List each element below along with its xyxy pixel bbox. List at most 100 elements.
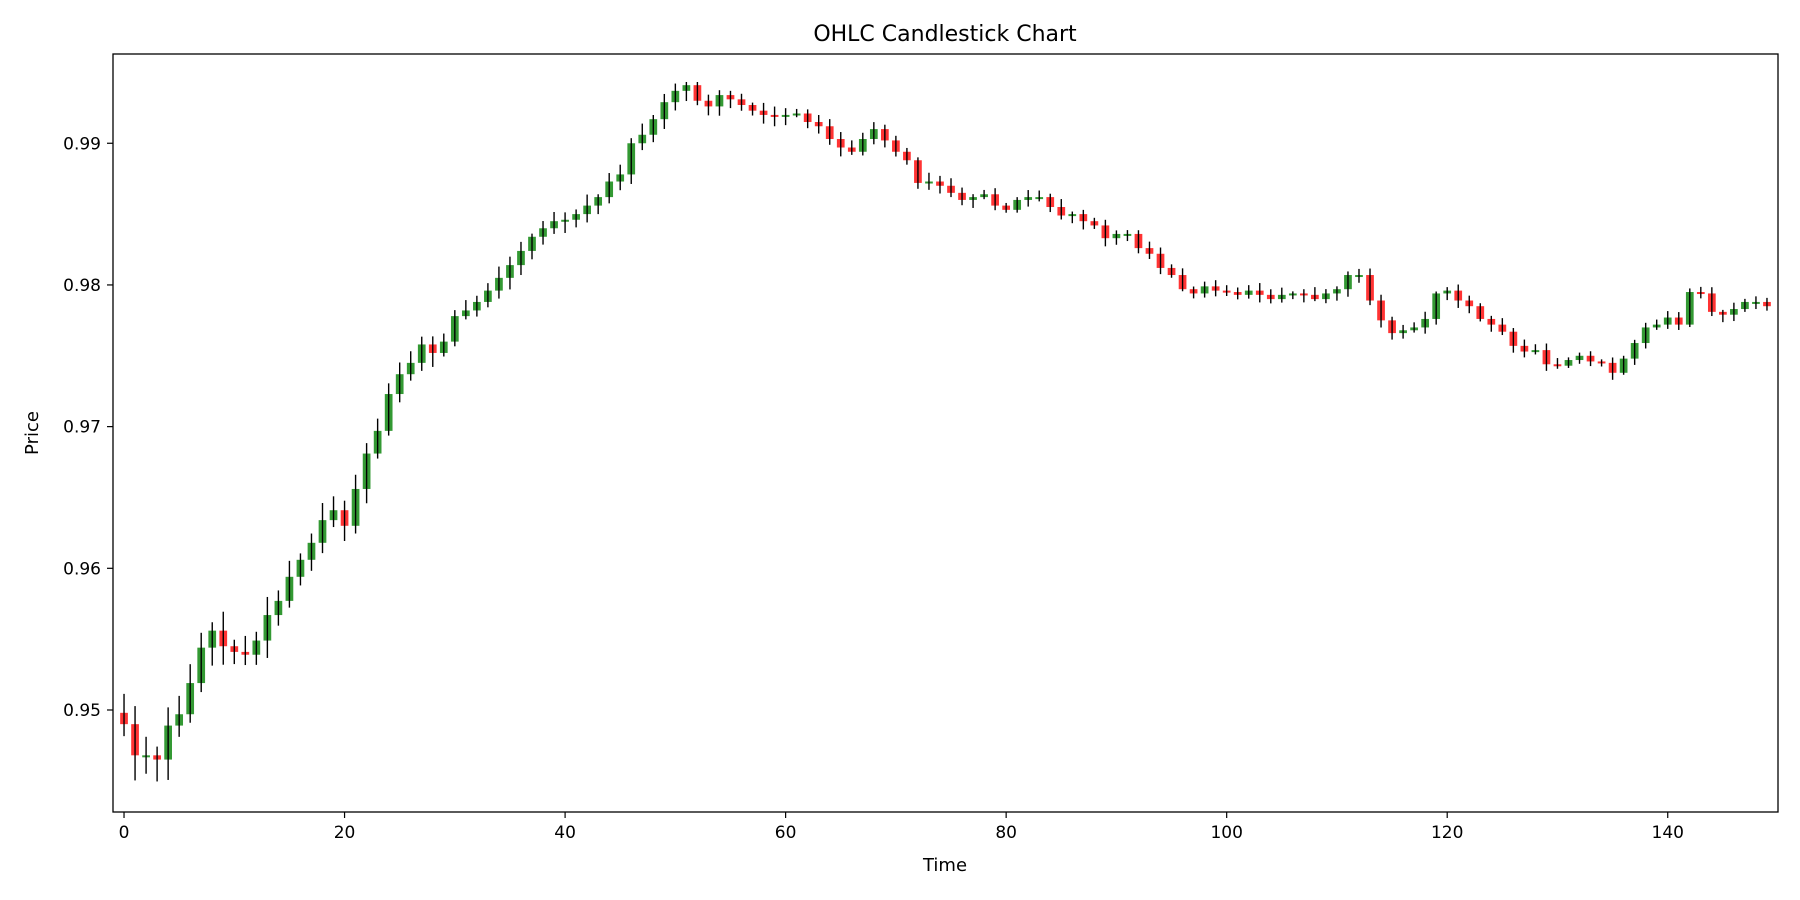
candle — [1266, 289, 1275, 304]
x-axis-label: Time — [922, 855, 967, 876]
candle — [748, 102, 757, 116]
candle — [1586, 351, 1595, 367]
candle — [869, 122, 878, 145]
candle — [1233, 287, 1242, 300]
candle — [384, 383, 393, 436]
candle — [1696, 286, 1705, 299]
candle — [1564, 357, 1573, 368]
candle — [737, 93, 746, 111]
candle — [307, 533, 316, 571]
candle — [605, 173, 614, 204]
candle — [682, 81, 691, 102]
y-tick-label: 0.97 — [63, 418, 101, 438]
candle — [1752, 296, 1760, 310]
candle — [1674, 312, 1683, 330]
x-axis: 0 20 40 60 80 100 120 140 — [119, 812, 1684, 843]
candle — [1035, 190, 1044, 202]
candle — [1410, 322, 1418, 333]
candle — [925, 172, 933, 190]
candle — [1255, 283, 1264, 303]
candle — [1300, 289, 1308, 303]
candle — [506, 256, 514, 290]
candle — [241, 635, 250, 666]
candle — [914, 157, 922, 189]
candle — [1454, 284, 1463, 308]
candle — [417, 336, 426, 371]
x-tick-label: 100 — [1210, 823, 1242, 843]
candle — [1388, 316, 1396, 340]
candle — [1630, 339, 1639, 365]
candle — [693, 82, 702, 106]
candle — [186, 664, 195, 723]
candle — [1355, 268, 1363, 283]
x-tick-label: 20 — [334, 823, 356, 843]
candle — [164, 707, 172, 780]
candle — [473, 295, 481, 317]
candle — [880, 124, 889, 148]
candle — [1707, 287, 1716, 317]
candle — [1763, 297, 1771, 311]
candle — [495, 266, 503, 299]
candle — [980, 189, 988, 200]
candle — [340, 500, 349, 541]
candle — [1079, 209, 1088, 230]
x-tick-label: 140 — [1652, 823, 1684, 843]
candle — [550, 212, 558, 234]
candle — [1200, 281, 1209, 298]
candles-group — [120, 81, 1771, 782]
candle — [131, 706, 139, 781]
candle — [638, 123, 647, 151]
candle — [1531, 344, 1540, 355]
candle — [230, 639, 239, 665]
y-axis-label: Price — [22, 411, 43, 455]
candle — [1277, 287, 1286, 303]
candle — [594, 194, 603, 215]
candle — [947, 178, 955, 198]
candle — [704, 94, 713, 116]
candle — [351, 474, 360, 534]
candle — [1090, 217, 1099, 229]
candle — [1498, 318, 1507, 336]
candle — [781, 108, 790, 126]
x-tick-label: 120 — [1431, 823, 1463, 843]
candle — [208, 622, 217, 666]
candle — [1377, 294, 1385, 328]
candle — [1553, 358, 1562, 369]
candle — [759, 102, 768, 124]
candle — [1002, 202, 1011, 213]
y-axis: 0.95 0.96 0.97 0.98 0.99 — [63, 134, 113, 721]
candle — [803, 109, 812, 129]
candle — [1333, 286, 1341, 301]
candle — [197, 632, 206, 693]
candle — [649, 114, 658, 143]
candle — [1068, 211, 1077, 224]
candle — [1145, 241, 1154, 259]
candle — [1222, 285, 1231, 297]
candle — [484, 283, 492, 308]
candle — [1288, 291, 1297, 300]
candle — [1542, 343, 1551, 371]
candle — [1443, 287, 1452, 301]
y-tick-label: 0.96 — [63, 559, 101, 579]
candle — [1057, 199, 1066, 220]
candle — [285, 560, 294, 608]
x-tick-label: 40 — [554, 823, 576, 843]
candle — [1112, 230, 1121, 245]
candle — [1730, 302, 1738, 322]
candle — [1575, 352, 1584, 364]
candle — [1344, 271, 1352, 297]
candle — [1211, 280, 1220, 297]
candle — [1465, 295, 1474, 314]
candle — [1178, 268, 1187, 292]
y-tick-label: 0.98 — [63, 276, 101, 296]
x-tick-label: 0 — [119, 823, 130, 843]
plot-frame — [112, 53, 1779, 813]
candle — [814, 114, 823, 134]
candle — [296, 553, 305, 586]
candle — [1641, 322, 1650, 349]
candle — [406, 351, 415, 381]
candle — [660, 93, 669, 129]
candle — [1652, 319, 1661, 330]
candle — [858, 132, 867, 156]
x-tick-label: 60 — [775, 823, 797, 843]
